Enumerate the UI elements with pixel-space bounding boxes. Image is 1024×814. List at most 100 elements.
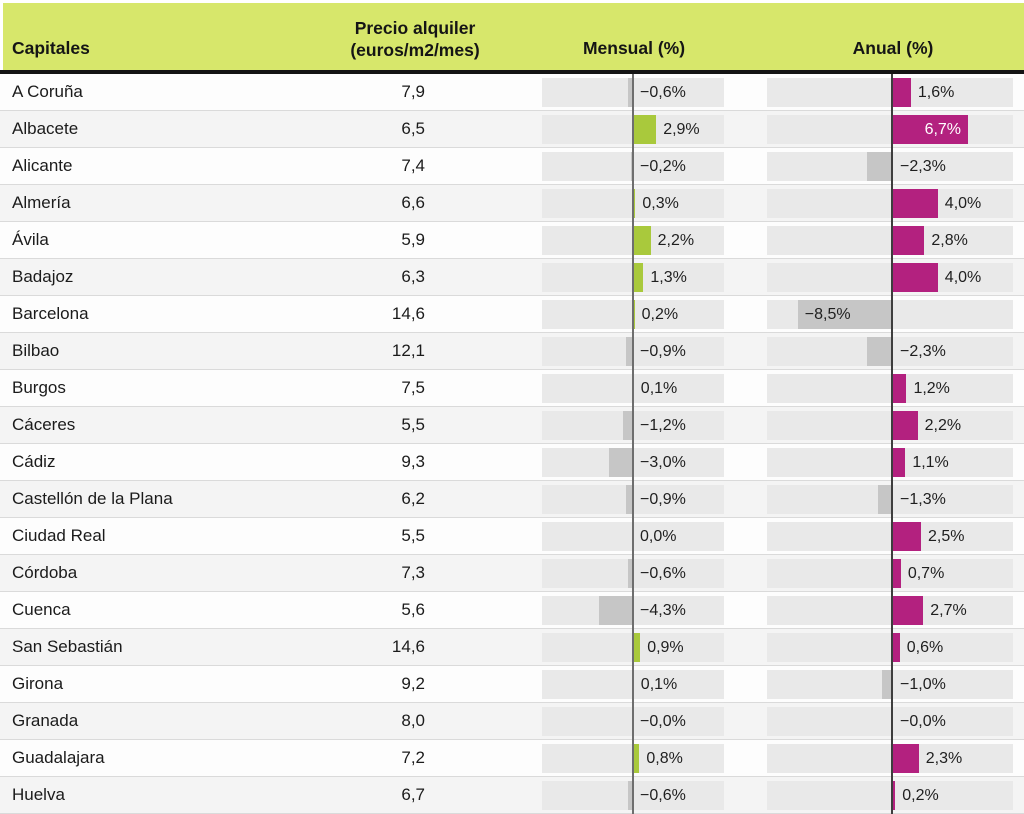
table-row: Burgos 7,5 0,1% 1,2%	[0, 370, 1024, 407]
price-cell: 5,5	[401, 526, 425, 545]
bar-value-label: −1,2%	[640, 416, 686, 434]
city-cell: Guadalajara	[12, 748, 105, 767]
table-row: Bilbao 12,1 −0,9% −2,3%	[0, 333, 1024, 370]
table-row: Cáceres 5,5 −1,2% 2,2%	[0, 407, 1024, 444]
column-header-precio: Precio alquiler (euros/m2/mes)	[303, 18, 527, 62]
table-row: Cádiz 9,3 −3,0% 1,1%	[0, 444, 1024, 481]
anual-bar-track: −1,3%	[767, 485, 1013, 514]
positive-bar	[893, 522, 921, 551]
anual-bar-track: 6,7%	[767, 115, 1013, 144]
bar-value-label: 1,1%	[912, 453, 949, 471]
bar-value-label: 1,2%	[913, 379, 950, 397]
bar-value-label: 2,9%	[663, 120, 700, 138]
negative-bar	[623, 411, 633, 440]
positive-bar	[893, 78, 911, 107]
city-cell: Barcelona	[12, 304, 89, 323]
city-cell: Granada	[12, 711, 79, 730]
city-cell: Huelva	[12, 785, 65, 804]
bar-value-label: −4,3%	[640, 601, 686, 619]
bar-value-label: 1,3%	[650, 268, 687, 286]
anual-bar-track: 0,2%	[767, 781, 1013, 810]
anual-bar-track: 2,5%	[767, 522, 1013, 551]
positive-bar	[633, 263, 644, 292]
table-body: A Coruña 7,9 −0,6% 1,6% Albacete 6,5 2,9…	[0, 74, 1024, 814]
positive-bar	[633, 633, 641, 662]
price-cell: 5,9	[401, 230, 425, 249]
bar-value-label: 0,0%	[640, 527, 677, 545]
bar-value-label: −0,6%	[640, 786, 686, 804]
price-cell: 7,3	[401, 563, 425, 582]
bar-value-label: 0,1%	[640, 379, 678, 397]
price-cell: 14,6	[391, 637, 425, 656]
negative-bar	[628, 78, 633, 107]
bar-value-label: 0,1%	[640, 675, 678, 693]
negative-bar	[867, 337, 893, 366]
price-cell: 14,6	[391, 304, 425, 323]
negative-bar	[628, 781, 633, 810]
bar-value-label: 0,9%	[647, 638, 684, 656]
anual-bar-track: −2,3%	[767, 337, 1013, 366]
bar-value-label: 4,0%	[944, 268, 982, 286]
bar-value-label: 6,7%	[924, 120, 962, 138]
column-header-precio-line2: (euros/m2/mes)	[350, 40, 480, 61]
table-row: San Sebastián 14,6 0,9% 0,6%	[0, 629, 1024, 666]
table-row: Barcelona 14,6 0,2% −8,5%	[0, 296, 1024, 333]
anual-bar-track: −1,0%	[767, 670, 1013, 699]
anual-bar-track: 1,1%	[767, 448, 1013, 477]
city-cell: Córdoba	[12, 563, 78, 582]
anual-bar-track: 2,7%	[767, 596, 1013, 625]
bar-value-label: −3,0%	[640, 453, 686, 471]
column-header-capitales: Capitales	[12, 38, 90, 59]
table-row: Girona 9,2 0,1% −1,0%	[0, 666, 1024, 703]
price-cell: 12,1	[391, 341, 425, 360]
bar-value-label: −0,0%	[900, 712, 946, 730]
negative-bar	[881, 670, 893, 699]
column-header-mensual: Mensual (%)	[582, 38, 686, 59]
positive-bar	[893, 596, 924, 625]
table-header: Capitales Precio alquiler (euros/m2/mes)…	[0, 0, 1024, 74]
negative-bar	[625, 337, 633, 366]
price-cell: 8,0	[401, 711, 425, 730]
bar-value-label: 0,8%	[646, 749, 683, 767]
negative-bar	[628, 559, 633, 588]
positive-bar	[633, 226, 651, 255]
anual-bar-track: −2,3%	[767, 152, 1013, 181]
positive-bar	[893, 559, 901, 588]
anual-bar-track: 2,2%	[767, 411, 1013, 440]
table-row: Castellón de la Plana 6,2 −0,9% −1,3%	[0, 481, 1024, 518]
anual-bar-track: 0,7%	[767, 559, 1013, 588]
city-cell: Bilbao	[12, 341, 60, 360]
table-row: Ciudad Real 5,5 0,0% 2,5%	[0, 518, 1024, 555]
price-cell: 6,6	[401, 193, 425, 212]
positive-bar	[893, 374, 907, 403]
bar-value-label: 4,0%	[944, 194, 982, 212]
negative-bar	[797, 300, 893, 329]
mensual-zero-axis	[632, 74, 634, 814]
city-cell: San Sebastián	[12, 637, 123, 656]
city-cell: Cáceres	[12, 415, 76, 434]
bar-value-label: −0,6%	[640, 83, 686, 101]
bar-value-label: −1,3%	[900, 490, 946, 508]
price-cell: 6,2	[401, 489, 425, 508]
table-row: Ávila 5,9 2,2% 2,8%	[0, 222, 1024, 259]
positive-bar	[893, 448, 906, 477]
bar-value-label: −0,9%	[640, 490, 686, 508]
bar-value-label: 0,6%	[906, 638, 944, 656]
bar-value-label: −1,0%	[900, 675, 946, 693]
anual-bar-track: 0,6%	[767, 633, 1013, 662]
price-cell: 7,5	[401, 378, 425, 397]
price-cell: 6,7	[401, 785, 425, 804]
price-cell: 7,4	[401, 156, 425, 175]
table-row: Guadalajara 7,2 0,8% 2,3%	[0, 740, 1024, 777]
positive-bar	[893, 633, 900, 662]
positive-bar	[893, 744, 919, 773]
anual-bar-track: 2,3%	[767, 744, 1013, 773]
table-row: Cuenca 5,6 −4,3% 2,7%	[0, 592, 1024, 629]
city-cell: Castellón de la Plana	[12, 489, 173, 508]
positive-bar	[633, 744, 640, 773]
positive-bar	[893, 781, 896, 810]
city-cell: Burgos	[12, 378, 66, 397]
bar-value-label: 0,2%	[902, 786, 939, 804]
bar-value-label: 2,3%	[925, 749, 963, 767]
